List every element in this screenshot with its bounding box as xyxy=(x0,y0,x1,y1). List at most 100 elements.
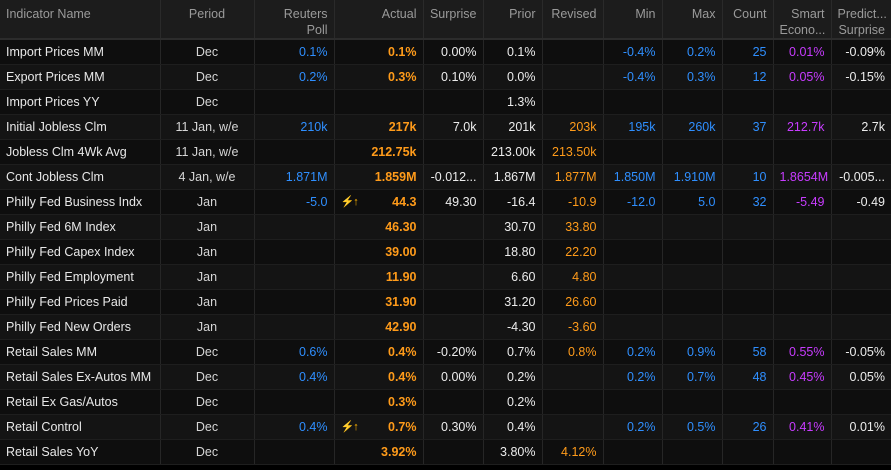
cell-prior-value: 0.4% xyxy=(507,419,536,434)
cell-max: 0.3% xyxy=(662,64,723,90)
cell-predicted-surprise: 0.05% xyxy=(831,364,891,390)
cell-max-value: 0.2% xyxy=(687,44,716,59)
cell-prior: 6.60 xyxy=(483,264,543,290)
cell-prior: 0.7% xyxy=(483,339,543,365)
cell-actual: 1.859M xyxy=(334,164,424,190)
cell-reuters-poll-value: 0.2% xyxy=(299,69,328,84)
cell-count xyxy=(722,264,774,290)
cell-period-value: Jan xyxy=(196,319,218,334)
cell-min: 195k xyxy=(603,114,663,140)
table-row[interactable]: Cont Jobless Clm 4 Jan, w/e 1.871M 1.859M -0… xyxy=(0,164,891,190)
col-header-count[interactable]: Count xyxy=(722,0,774,39)
col-header-prior[interactable]: Prior xyxy=(483,0,543,39)
cell-actual-value: 11.90 xyxy=(385,269,417,284)
col-header-predicted-surprise[interactable]: Predict... Surprise xyxy=(831,0,891,39)
col-header-actual[interactable]: Actual xyxy=(334,0,424,39)
table-row[interactable]: Retail Sales MM Dec 0.6% 0.4% -0.20% 0.7% 0.8%… xyxy=(0,339,891,365)
cell-actual-value: 0.1% xyxy=(388,44,417,59)
cell-count-value: 48 xyxy=(752,369,767,384)
cell-surprise-value: -0.20% xyxy=(436,344,477,359)
cell-revised-value: -3.60 xyxy=(568,319,597,334)
cell-predicted-surprise xyxy=(831,239,891,265)
cell-period: Jan xyxy=(160,314,255,340)
col-header-reuters-poll[interactable]: Reuters Poll xyxy=(254,0,335,39)
cell-prior: 0.2% xyxy=(483,364,543,390)
cell-prior-value: 1.867M xyxy=(493,169,536,184)
cell-smart-estimate: 212.7k xyxy=(773,114,832,140)
table-row[interactable]: Retail Control Dec 0.4% ⚡↑ 0.7% 0.30% 0.4% 0.2%… xyxy=(0,414,891,440)
cell-indicator-name: Initial Jobless Clm xyxy=(0,114,161,140)
table-row[interactable]: Philly Fed Capex Index Jan 39.00 18.80 22.20 xyxy=(0,239,891,265)
table-row[interactable]: Philly Fed Prices Paid Jan 31.90 31.20 26.60 xyxy=(0,289,891,315)
cell-indicator-name-value: Retail Sales YoY xyxy=(6,444,99,459)
table-row[interactable]: Import Prices YY Dec 1.3% xyxy=(0,89,891,115)
cell-smart-estimate-value: 1.8654M xyxy=(779,169,829,184)
cell-smart-estimate: 1.8654M xyxy=(773,164,832,190)
cell-min-value: -12.0 xyxy=(627,194,656,209)
cell-predicted-surprise: -0.05% xyxy=(831,339,891,365)
cell-predicted-surprise: -0.15% xyxy=(831,64,891,90)
cell-indicator-name: Import Prices MM xyxy=(0,39,161,65)
cell-prior-value: 6.60 xyxy=(511,269,536,284)
surprise-flag-icon: ⚡↑ xyxy=(340,420,359,433)
cell-smart-estimate-value: 0.01% xyxy=(789,44,825,59)
col-header-period[interactable]: Period xyxy=(160,0,255,39)
cell-count: 25 xyxy=(722,39,774,65)
cell-actual-value: 0.7% xyxy=(388,419,417,434)
cell-predicted-surprise xyxy=(831,264,891,290)
cell-actual-value: 3.92% xyxy=(381,444,417,459)
cell-revised xyxy=(542,364,604,390)
cell-min xyxy=(603,264,663,290)
col-header-surprise[interactable]: Surprise xyxy=(423,0,484,39)
table-row[interactable]: Philly Fed Employment Jan 11.90 6.60 4.80 xyxy=(0,264,891,290)
col-header-min[interactable]: Min xyxy=(603,0,663,39)
table-row[interactable]: Retail Sales Ex-Autos MM Dec 0.4% 0.4% 0.00%… xyxy=(0,364,891,390)
cell-count-value: 25 xyxy=(752,44,767,59)
cell-indicator-name-value: Jobless Clm 4Wk Avg xyxy=(6,144,127,159)
cell-predicted-surprise-value: 0.05% xyxy=(849,369,885,384)
cell-indicator-name: Retail Ex Gas/Autos xyxy=(0,389,161,415)
cell-indicator-name-value: Philly Fed Capex Index xyxy=(6,244,135,259)
cell-prior: 30.70 xyxy=(483,214,543,240)
cell-revised: 26.60 xyxy=(542,289,604,315)
table-row[interactable]: Philly Fed Business Indx Jan -5.0 ⚡↑ 44.3 49.… xyxy=(0,189,891,215)
cell-actual: 3.92% xyxy=(334,439,424,465)
cell-smart-estimate: 0.45% xyxy=(773,364,832,390)
table-row[interactable]: Import Prices MM Dec 0.1% 0.1% 0.00% 0.1% -0.4… xyxy=(0,39,891,65)
table-row[interactable]: Initial Jobless Clm 11 Jan, w/e 210k 217k 7.… xyxy=(0,114,891,140)
table-row[interactable]: Retail Sales YoY Dec 3.92% 3.80% 4.12% xyxy=(0,439,891,465)
col-header-max[interactable]: Max xyxy=(662,0,723,39)
col-header-indicator[interactable]: Indicator Name xyxy=(0,0,161,39)
cell-surprise xyxy=(423,439,484,465)
table-row[interactable]: Retail Ex Gas/Autos Dec 0.3% 0.2% xyxy=(0,389,891,415)
col-header-revised[interactable]: Revised xyxy=(542,0,604,39)
table-row[interactable]: Philly Fed New Orders Jan 42.90 -4.30 -3.60 xyxy=(0,314,891,340)
cell-actual: 0.4% xyxy=(334,339,424,365)
cell-max: 0.7% xyxy=(662,364,723,390)
cell-smart-estimate xyxy=(773,389,832,415)
cell-period: 11 Jan, w/e xyxy=(160,114,255,140)
cell-max xyxy=(662,264,723,290)
cell-period: Dec xyxy=(160,389,255,415)
cell-prior-value: 213.00k xyxy=(491,144,536,159)
cell-count: 32 xyxy=(722,189,774,215)
cell-prior: -16.4 xyxy=(483,189,543,215)
cell-surprise-value: 49.30 xyxy=(445,194,477,209)
cell-smart-estimate xyxy=(773,239,832,265)
cell-smart-estimate-value: 0.41% xyxy=(789,419,825,434)
table-row[interactable]: Philly Fed 6M Index Jan 46.30 30.70 33.80 xyxy=(0,214,891,240)
cell-reuters-poll xyxy=(254,214,335,240)
cell-period-value: 11 Jan, w/e xyxy=(175,119,239,134)
cell-reuters-poll: 210k xyxy=(254,114,335,140)
cell-revised: 33.80 xyxy=(542,214,604,240)
table-row[interactable]: Jobless Clm 4Wk Avg 11 Jan, w/e 212.75k 213… xyxy=(0,139,891,165)
cell-reuters-poll: 1.871M xyxy=(254,164,335,190)
cell-revised-value: 213.50k xyxy=(552,144,597,159)
cell-count: 48 xyxy=(722,364,774,390)
cell-revised xyxy=(542,89,604,115)
table-row[interactable]: Export Prices MM Dec 0.2% 0.3% 0.10% 0.0% -0.4… xyxy=(0,64,891,90)
col-header-smart-estimate[interactable]: Smart Econo... xyxy=(773,0,832,39)
cell-period-value: Dec xyxy=(195,44,219,59)
cell-min xyxy=(603,139,663,165)
cell-indicator-name: Philly Fed Employment xyxy=(0,264,161,290)
